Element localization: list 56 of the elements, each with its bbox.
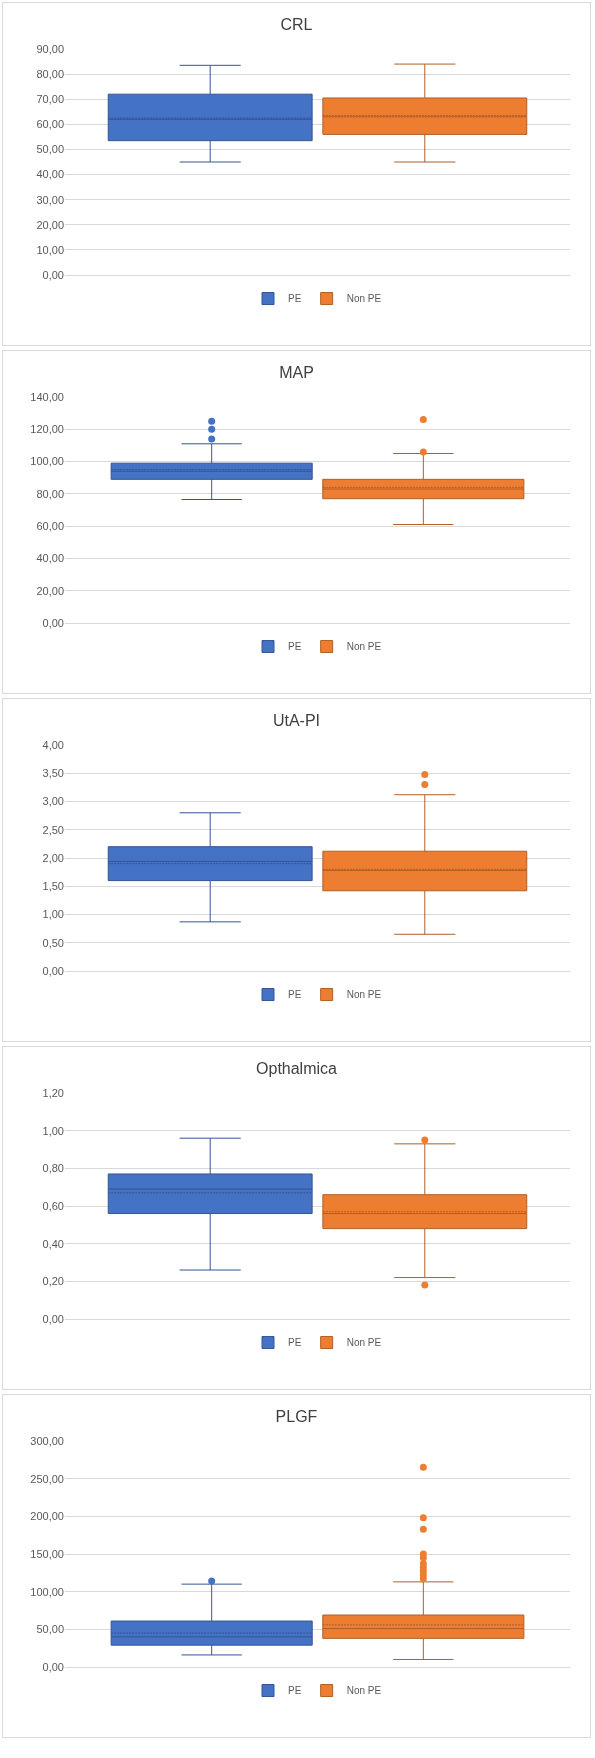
y-tick-label: 50,00 (36, 143, 64, 156)
legend-label: Non PE (346, 1685, 382, 1697)
chart-title: Opthalmica (256, 1059, 338, 1077)
y-tick-label: 1,00 (42, 1124, 64, 1137)
y-tick-label: 250,00 (30, 1472, 64, 1485)
y-tick-label: 300,00 (30, 1434, 64, 1447)
y-tick-label: 1,20 (42, 1086, 64, 1099)
chart-title: PLGF (275, 1407, 318, 1425)
legend-label: PE (288, 1685, 302, 1697)
y-tick-label: 60,00 (36, 519, 64, 532)
y-tick-label: 70,00 (36, 93, 64, 106)
y-tick-label: 0,40 (42, 1237, 64, 1250)
y-tick-label: 0,00 (42, 1312, 64, 1325)
chart-title: UtA-PI (272, 711, 321, 729)
y-tick-label: 30,00 (36, 193, 64, 206)
y-tick-label: 10,00 (36, 243, 64, 256)
legend-label: PE (288, 293, 302, 305)
y-tick-label: 2,50 (42, 823, 64, 836)
y-tick-label: 0,00 (42, 1660, 64, 1673)
y-tick-label: 50,00 (36, 1623, 64, 1636)
y-tick-label: 100,00 (30, 455, 64, 468)
y-tick-label: 80,00 (36, 487, 64, 500)
y-tick-label: 40,00 (36, 168, 64, 181)
y-tick-label: 1,50 (42, 880, 64, 893)
y-tick-label: 150,00 (30, 1547, 64, 1560)
y-tick-label: 0,00 (42, 268, 64, 281)
legend-label: Non PE (346, 1337, 382, 1349)
legend-label: Non PE (346, 641, 382, 653)
y-tick-label: 3,00 (42, 795, 64, 808)
y-tick-label: 20,00 (36, 218, 64, 231)
legend-label: PE (288, 1337, 302, 1349)
y-tick-label: 90,00 (36, 42, 64, 55)
legend-label: PE (288, 641, 302, 653)
y-tick-label: 100,00 (30, 1585, 64, 1598)
legend-label: PE (288, 989, 302, 1001)
y-tick-label: 4,00 (42, 738, 64, 751)
y-tick-label: 20,00 (36, 584, 64, 597)
y-tick-label: 120,00 (30, 423, 64, 436)
y-tick-label: 0,00 (42, 964, 64, 977)
y-tick-label: 60,00 (36, 118, 64, 131)
y-tick-label: 3,50 (42, 767, 64, 780)
y-tick-label: 0,80 (42, 1162, 64, 1175)
legend-label: Non PE (346, 293, 382, 305)
chart-title: CRL (280, 15, 313, 33)
y-tick-label: 200,00 (30, 1510, 64, 1523)
y-tick-label: 0,00 (42, 616, 64, 629)
y-tick-label: 80,00 (36, 67, 64, 80)
y-tick-label: 1,00 (42, 908, 64, 921)
y-tick-label: 140,00 (30, 390, 64, 403)
y-tick-label: 0,20 (42, 1275, 64, 1288)
legend-label: Non PE (346, 989, 382, 1001)
chart-title: MAP (279, 363, 314, 381)
y-tick-label: 0,60 (42, 1199, 64, 1212)
y-tick-label: 2,00 (42, 851, 64, 864)
y-tick-label: 0,50 (42, 936, 64, 949)
y-tick-label: 40,00 (36, 552, 64, 565)
